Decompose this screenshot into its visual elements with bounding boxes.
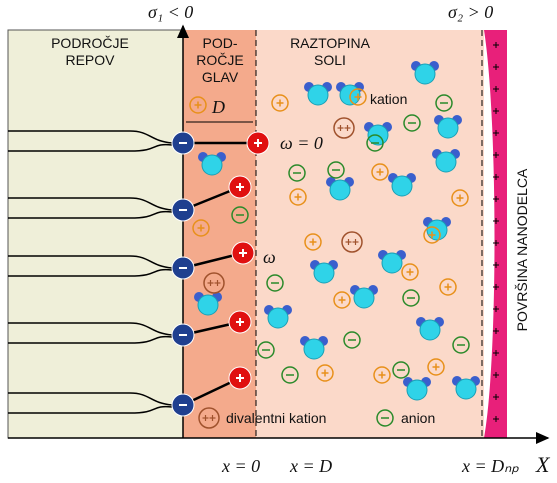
surface-label: POVRŠINA NANODELCA	[514, 168, 530, 331]
ion	[231, 206, 249, 224]
region-label: GLAV	[202, 69, 239, 85]
ion	[366, 134, 384, 152]
sigma2: σ₂ > 0	[448, 2, 493, 22]
water-o	[329, 179, 351, 201]
water-o	[201, 154, 223, 176]
tail	[8, 335, 173, 344]
ion	[423, 226, 441, 244]
tail	[8, 268, 173, 277]
ion	[451, 189, 469, 207]
tail	[8, 405, 173, 414]
ion	[452, 336, 470, 354]
ion	[371, 163, 389, 181]
omega: ω	[263, 247, 276, 267]
legend-cation: kation	[370, 91, 407, 107]
axis-label: x = D	[289, 456, 332, 476]
ion	[341, 231, 363, 253]
ion	[327, 161, 345, 179]
d-label: D	[211, 97, 225, 117]
ion	[435, 94, 453, 112]
ion	[373, 366, 391, 384]
ion	[316, 364, 334, 382]
axis-label: x = 0	[221, 456, 260, 476]
ion	[401, 263, 419, 281]
ion	[402, 289, 420, 307]
water-o	[197, 294, 219, 316]
region-label: RAZTOPINA	[290, 35, 371, 51]
water-o	[307, 84, 329, 106]
water-o	[406, 379, 428, 401]
ion	[289, 188, 307, 206]
axis-label: x = Dₙₚ	[461, 456, 519, 476]
water-o	[381, 252, 403, 274]
ion	[288, 164, 306, 182]
surface	[484, 30, 507, 438]
ion	[333, 291, 351, 309]
tail	[8, 210, 173, 219]
ion	[257, 341, 275, 359]
ion	[427, 358, 445, 376]
region-label: REPOV	[65, 52, 115, 68]
ion	[333, 117, 355, 139]
ion	[392, 361, 410, 379]
legend-divalent: divalentni kation	[226, 410, 326, 426]
ion	[203, 272, 225, 294]
water-o	[426, 219, 448, 241]
ion	[192, 219, 210, 237]
ion	[198, 407, 220, 429]
region-label: PODROČJE	[51, 35, 129, 51]
ion	[349, 88, 367, 106]
ion	[403, 114, 421, 132]
ion	[439, 278, 457, 296]
ion	[266, 274, 284, 292]
ion	[281, 366, 299, 384]
ion	[304, 233, 322, 251]
tail	[8, 255, 173, 269]
water-o	[414, 63, 436, 85]
region-label: SOLI	[314, 52, 346, 68]
water-o	[303, 338, 325, 360]
tail	[8, 322, 173, 336]
legend-anion: anion	[401, 410, 435, 426]
tail	[8, 197, 173, 211]
water-o	[313, 262, 335, 284]
molecules	[8, 42, 499, 429]
water-o	[267, 307, 289, 329]
region-label: POD-	[203, 35, 238, 51]
ion	[343, 331, 361, 349]
tail	[8, 392, 173, 406]
ion	[376, 409, 394, 427]
water-o	[391, 175, 413, 197]
axis-label: X	[535, 452, 551, 477]
water-o	[455, 378, 477, 400]
ion	[189, 96, 207, 114]
sigma1: σ₁ < 0	[148, 2, 193, 22]
region-label: ROČJE	[196, 52, 243, 68]
tail	[8, 130, 173, 144]
water-o	[353, 287, 375, 309]
water-o	[419, 319, 441, 341]
water-o	[437, 117, 459, 139]
ion	[271, 94, 289, 112]
tail	[8, 143, 173, 152]
tail-region	[7, 29, 184, 439]
omega-zero: ω = 0	[280, 133, 323, 153]
water-o	[435, 151, 457, 173]
